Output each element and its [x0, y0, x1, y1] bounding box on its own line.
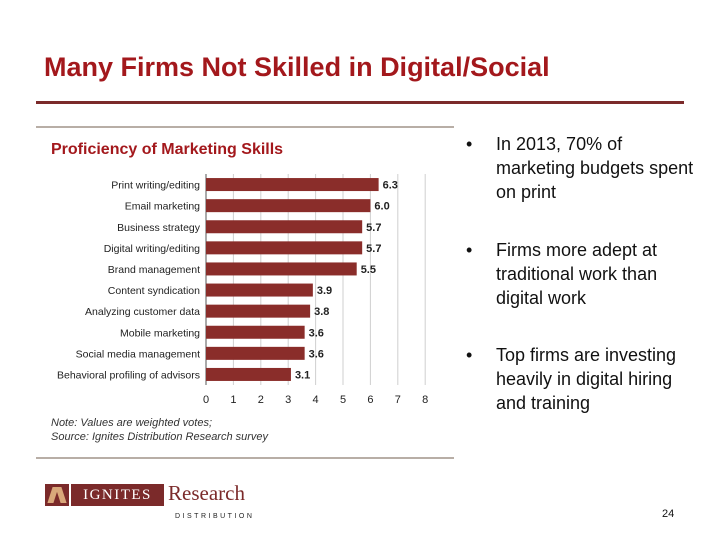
x-tick-label: 3 [285, 394, 291, 406]
category-label: Mobile marketing [120, 327, 200, 339]
bar [206, 283, 313, 297]
bar [206, 304, 311, 318]
value-label: 3.1 [295, 369, 310, 381]
bar [206, 346, 305, 360]
bullet-list: • In 2013, 70% of marketing budgets spent… [466, 128, 701, 415]
x-tick-label: 8 [422, 394, 428, 406]
page-number: 24 [662, 508, 675, 520]
value-label: 6.0 [374, 201, 389, 213]
logo-band: IGNITES [71, 484, 164, 506]
x-tick-label: 5 [340, 394, 346, 406]
bar [206, 325, 305, 339]
category-label: Business strategy [117, 222, 201, 234]
bullet-marker: • [466, 240, 473, 260]
bar [206, 178, 379, 192]
chart-panel: Proficiency of Marketing Skills Print wr… [36, 126, 454, 460]
category-label: Print writing/editing [111, 180, 200, 192]
x-tick-label: 0 [203, 394, 209, 406]
value-label: 6.3 [383, 180, 398, 192]
slide-title: Many Firms Not Skilled in Digital/Social [44, 52, 550, 82]
bullet-text: Firms more adept at traditional work tha… [496, 240, 658, 308]
bullet-marker: • [466, 134, 473, 154]
title-divider [36, 101, 684, 104]
category-label: Brand management [108, 264, 200, 276]
bar [206, 199, 371, 213]
x-tick-label: 4 [313, 394, 319, 406]
value-label: 5.7 [366, 243, 381, 255]
category-label: Content syndication [108, 285, 200, 297]
bullet-item: • Top firms are investing heavily in digi… [466, 343, 701, 415]
ignites-research-logo: IGNITES Research DISTRIBUTION [45, 481, 252, 524]
bar [206, 262, 357, 276]
x-tick-label: 7 [395, 394, 401, 406]
chart-source-line: Source: Ignites Distribution Research su… [51, 431, 269, 443]
x-tick-label: 1 [230, 394, 236, 406]
chart-top-rule [36, 126, 454, 128]
bullet-text: Top firms are investing heavily in digit… [496, 345, 677, 413]
x-tick-label: 6 [367, 394, 373, 406]
category-label: Digital writing/editing [104, 243, 200, 255]
bullet-text: In 2013, 70% of marketing budgets spent … [496, 134, 694, 202]
chart-bottom-rule [36, 457, 454, 459]
bullet-marker: • [466, 345, 473, 365]
bar [206, 220, 363, 234]
chart-note-line: Note: Values are weighted votes; [51, 417, 213, 429]
bar-chart: Print writing/editing 6.3 Email marketing 6… [57, 174, 428, 406]
value-label: 5.7 [366, 222, 381, 234]
logo-mark-icon [45, 484, 69, 506]
logo-word: Research [168, 481, 245, 505]
bar [206, 241, 363, 255]
category-label: Behavioral profiling of advisors [57, 369, 200, 381]
chart-title: Proficiency of Marketing Skills [51, 141, 284, 158]
category-label: Email marketing [125, 201, 200, 213]
value-label: 3.6 [309, 327, 324, 339]
bar [206, 367, 291, 381]
category-label: Social media management [76, 348, 200, 360]
category-label: Analyzing customer data [85, 306, 200, 318]
logo-subtitle: DISTRIBUTION [175, 513, 255, 520]
value-label: 3.9 [317, 285, 332, 297]
value-label: 3.8 [314, 306, 329, 318]
value-label: 5.5 [361, 264, 376, 276]
value-label: 3.6 [309, 348, 324, 360]
bullet-item: • In 2013, 70% of marketing budgets spent… [466, 132, 701, 204]
x-tick-label: 2 [258, 394, 264, 406]
chart-note: Note: Values are weighted votes; Source:… [51, 416, 268, 444]
bullet-item: • Firms more adept at traditional work th… [466, 238, 701, 310]
